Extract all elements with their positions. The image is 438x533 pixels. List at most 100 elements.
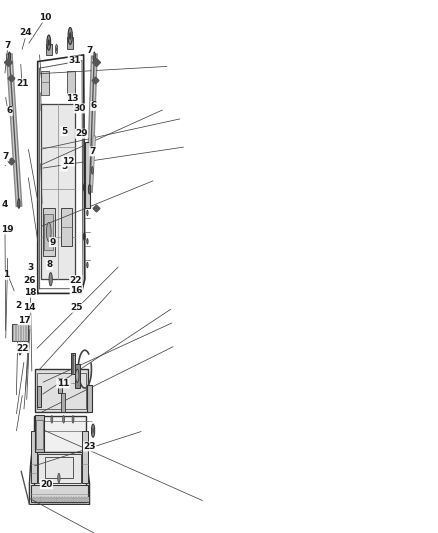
Bar [38, 454, 81, 483]
Bar [31, 484, 88, 502]
Polygon shape [29, 453, 89, 505]
Bar [58, 378, 62, 393]
Circle shape [68, 28, 72, 44]
Text: 6: 6 [6, 107, 12, 116]
Bar [75, 497, 77, 502]
Circle shape [87, 262, 88, 268]
Bar [67, 71, 75, 95]
Text: 5: 5 [61, 127, 67, 136]
Bar [34, 416, 86, 502]
Bar [44, 214, 53, 250]
Bar [84, 497, 86, 502]
Text: 14: 14 [23, 303, 36, 312]
Text: 5: 5 [61, 162, 67, 171]
Circle shape [92, 428, 94, 433]
Text: 4: 4 [2, 200, 8, 209]
Bar [61, 208, 72, 246]
Bar [64, 497, 66, 502]
Circle shape [92, 424, 95, 437]
Circle shape [58, 473, 60, 483]
Text: 18: 18 [24, 288, 36, 297]
Bar [42, 497, 43, 502]
Circle shape [88, 184, 91, 194]
Bar [71, 353, 75, 374]
Circle shape [56, 47, 57, 51]
Text: 17: 17 [18, 316, 31, 325]
Text: 16: 16 [70, 286, 83, 295]
Text: 10: 10 [39, 13, 51, 22]
Text: 1: 1 [3, 270, 9, 279]
Circle shape [72, 416, 74, 423]
Bar [61, 393, 65, 412]
Circle shape [46, 222, 51, 241]
Text: 26: 26 [24, 276, 36, 285]
Circle shape [19, 345, 21, 355]
Text: 13: 13 [66, 94, 78, 103]
Text: 9: 9 [49, 238, 56, 247]
Text: 2: 2 [15, 301, 21, 310]
Text: 7: 7 [90, 147, 96, 156]
Text: 22: 22 [70, 276, 82, 285]
Text: 11: 11 [57, 379, 69, 388]
Polygon shape [41, 104, 75, 279]
Bar [35, 415, 44, 453]
Text: 29: 29 [75, 129, 88, 138]
Bar [31, 431, 37, 483]
Bar [75, 365, 80, 388]
Bar [33, 497, 35, 502]
Text: 31: 31 [68, 56, 81, 65]
Circle shape [69, 33, 71, 39]
Circle shape [47, 35, 51, 50]
Bar [35, 369, 88, 412]
Text: 7: 7 [3, 152, 9, 161]
Bar [12, 324, 28, 341]
Bar [36, 386, 41, 407]
Bar [46, 44, 52, 55]
Circle shape [87, 210, 88, 216]
Circle shape [63, 416, 64, 423]
Text: 21: 21 [16, 79, 28, 88]
Text: 19: 19 [1, 225, 14, 234]
Text: 30: 30 [74, 104, 86, 113]
Text: 24: 24 [19, 28, 32, 37]
Text: 3: 3 [27, 263, 34, 272]
Circle shape [76, 369, 79, 382]
Circle shape [51, 416, 53, 423]
Bar [73, 497, 74, 502]
Circle shape [92, 167, 93, 174]
Bar [87, 497, 88, 502]
Bar [43, 208, 55, 255]
Text: 23: 23 [84, 442, 96, 451]
Circle shape [48, 40, 49, 45]
Bar [78, 497, 80, 502]
Bar [58, 497, 60, 502]
Bar [85, 142, 90, 208]
Text: 22: 22 [17, 344, 29, 353]
Bar [87, 385, 92, 412]
Circle shape [55, 44, 58, 54]
Text: 8: 8 [46, 260, 53, 269]
Text: 6: 6 [91, 101, 97, 110]
Bar [36, 420, 42, 449]
Bar [56, 497, 57, 502]
Text: 7: 7 [4, 41, 11, 50]
Circle shape [49, 272, 52, 286]
Bar [41, 71, 49, 95]
Bar [82, 431, 88, 483]
Circle shape [87, 239, 88, 244]
Text: 7: 7 [87, 46, 93, 55]
Circle shape [93, 52, 95, 61]
Bar [44, 497, 46, 502]
Bar [81, 497, 83, 502]
Bar [53, 497, 55, 502]
Text: 20: 20 [40, 480, 53, 489]
Bar [47, 497, 49, 502]
Bar [61, 497, 63, 502]
Bar [50, 497, 52, 502]
Bar [37, 373, 85, 409]
Bar [45, 457, 73, 478]
Bar [67, 497, 69, 502]
Circle shape [8, 52, 11, 61]
Text: 12: 12 [62, 157, 74, 166]
Circle shape [18, 199, 20, 208]
